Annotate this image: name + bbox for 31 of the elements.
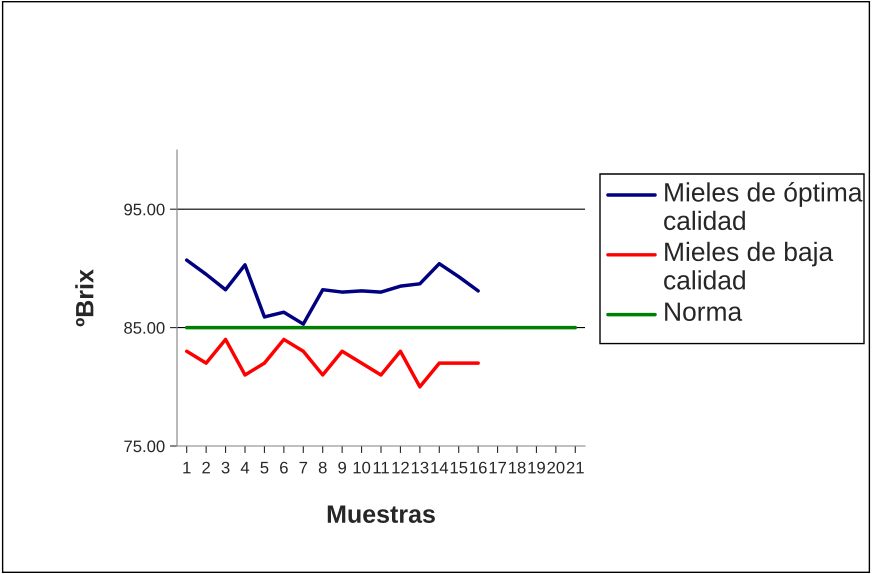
x-tick-label: 17 — [490, 462, 506, 474]
x-tick-label: 4 — [240, 462, 250, 474]
x-tick-label: 3 — [222, 462, 230, 474]
x-tick-label: 6 — [280, 462, 288, 474]
x-tick-label: 5 — [260, 462, 268, 474]
x-tick-label: 19 — [528, 462, 545, 474]
x-tick-label: 1 — [183, 462, 191, 474]
x-tick-label: 8 — [318, 462, 327, 474]
x-tick-label: 20 — [547, 462, 564, 474]
y-tick-label: 75.00 — [124, 440, 165, 452]
y-axis-title: ºBrix — [75, 269, 94, 326]
legend-label: Mieles de óptima calidad — [664, 182, 862, 230]
x-tick-label: 13 — [412, 462, 428, 474]
x-tick-label: 21 — [566, 462, 584, 474]
legend-label: Norma — [665, 302, 742, 321]
x-tick-label: 18 — [509, 462, 526, 474]
x-tick-label: 9 — [338, 462, 346, 474]
x-tick-label: 15 — [450, 462, 468, 474]
y-tick-label: 85.00 — [124, 322, 165, 334]
line-series — [184, 338, 480, 389]
x-tick-label: 11 — [374, 462, 389, 474]
x-tick-label: 14 — [431, 462, 448, 474]
line-series — [184, 258, 480, 326]
legend-label: Mieles de baja calidad — [664, 242, 834, 290]
x-tick-label: 2 — [202, 462, 210, 474]
x-axis-title: Muestras — [328, 506, 435, 523]
x-tick-label: 12 — [392, 462, 409, 474]
x-tick-label: 16 — [470, 462, 487, 474]
y-tick-label: 95.00 — [124, 204, 165, 216]
x-tick-label: 10 — [354, 462, 370, 474]
x-tick-label: 7 — [300, 462, 308, 474]
